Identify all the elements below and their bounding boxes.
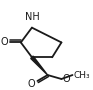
Text: NH: NH [25, 12, 39, 22]
Text: O: O [0, 37, 8, 47]
Text: O: O [27, 79, 35, 89]
Text: CH₃: CH₃ [73, 71, 90, 80]
Polygon shape [31, 56, 48, 75]
Text: O: O [62, 74, 70, 84]
